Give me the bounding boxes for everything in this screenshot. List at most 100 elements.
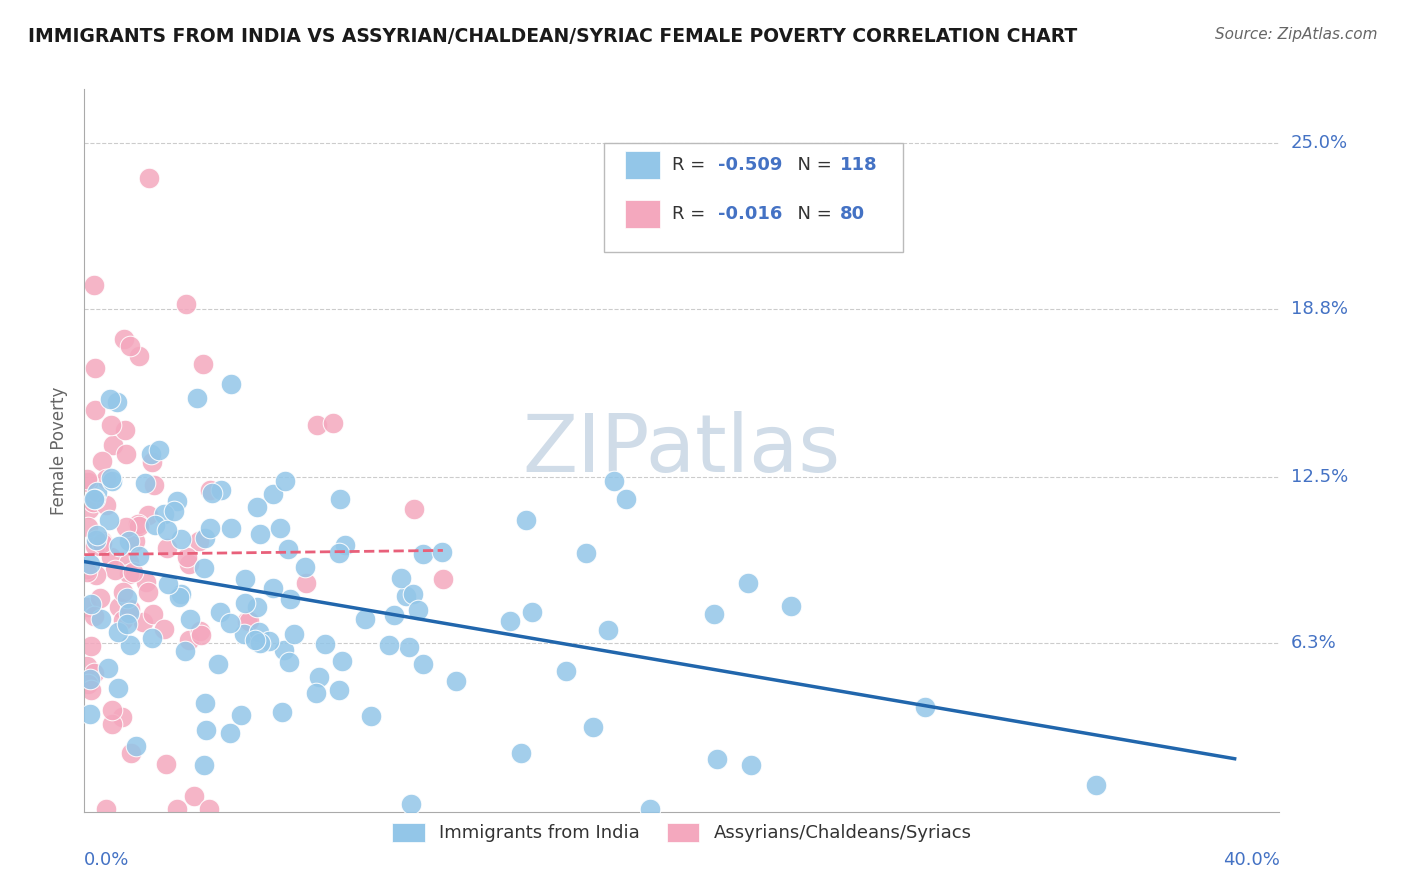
Point [1085, 779, 1108, 793]
Point [76, 659, 98, 673]
Point [218, 725, 240, 739]
Point [115, 616, 138, 631]
Point [389, 571, 412, 585]
Point [233, 572, 256, 586]
Point [115, 591, 138, 606]
Point [79, 557, 101, 571]
Point [142, 607, 165, 621]
Point [114, 423, 136, 437]
Point [177, 557, 200, 571]
Point [128, 519, 150, 533]
Point [198, 521, 221, 535]
Point [98, 392, 121, 406]
Point [232, 627, 254, 641]
Point [283, 627, 305, 641]
Point [118, 606, 141, 620]
Point [522, 605, 544, 619]
Point [143, 518, 166, 533]
Text: 12.5%: 12.5% [1291, 468, 1348, 486]
Point [187, 533, 209, 548]
Text: Source: ZipAtlas.com: Source: ZipAtlas.com [1215, 27, 1378, 42]
Point [209, 605, 232, 619]
Point [703, 607, 725, 622]
Point [77, 677, 100, 691]
Point [83, 361, 105, 376]
Point [153, 507, 176, 521]
Point [153, 622, 176, 636]
Point [614, 491, 637, 506]
Point [108, 540, 131, 554]
Point [294, 560, 316, 574]
Point [401, 797, 423, 811]
Point [112, 333, 135, 347]
Point [274, 474, 297, 488]
Point [128, 349, 150, 363]
Point [120, 601, 142, 615]
Point [262, 487, 284, 501]
Point [305, 418, 328, 433]
Point [582, 720, 605, 734]
Point [118, 339, 141, 353]
Point [322, 417, 344, 431]
Point [914, 700, 936, 714]
Point [602, 475, 624, 489]
Point [91, 533, 114, 548]
Point [515, 512, 537, 526]
Point [111, 710, 134, 724]
Point [219, 616, 242, 631]
Point [170, 587, 193, 601]
Point [219, 521, 242, 535]
Point [101, 475, 124, 489]
Point [575, 546, 598, 560]
Point [166, 493, 188, 508]
Point [83, 492, 105, 507]
Point [107, 599, 129, 614]
Point [246, 500, 269, 515]
Text: ZIPatlas: ZIPatlas [523, 411, 841, 490]
Point [155, 756, 177, 771]
Point [80, 639, 103, 653]
Point [706, 752, 728, 766]
Point [141, 631, 163, 645]
Point [118, 555, 141, 569]
Text: -0.509: -0.509 [718, 156, 782, 174]
Point [139, 447, 162, 461]
FancyBboxPatch shape [605, 144, 903, 252]
Point [231, 707, 253, 722]
Legend: Immigrants from India, Assyrians/Chaldeans/Syriacs: Immigrants from India, Assyrians/Chaldea… [385, 816, 979, 850]
Point [277, 542, 299, 557]
Point [124, 534, 146, 549]
Point [156, 577, 179, 591]
Point [163, 504, 186, 518]
Point [118, 638, 141, 652]
Text: 40.0%: 40.0% [1223, 851, 1279, 869]
Point [278, 655, 301, 669]
Text: 118: 118 [839, 156, 877, 174]
Point [101, 716, 124, 731]
Point [278, 592, 301, 607]
Point [201, 486, 224, 500]
Point [259, 634, 281, 648]
Point [101, 703, 124, 717]
Point [114, 520, 136, 534]
Point [112, 613, 135, 627]
Point [360, 709, 382, 723]
Point [314, 636, 336, 650]
Point [141, 455, 163, 469]
Point [191, 357, 214, 371]
Point [406, 603, 429, 617]
Point [76, 519, 98, 533]
Point [176, 550, 198, 565]
Point [76, 473, 98, 487]
Point [83, 539, 105, 553]
Point [354, 612, 377, 626]
Point [412, 657, 434, 672]
Text: 6.3%: 6.3% [1291, 634, 1336, 652]
Point [402, 586, 425, 600]
Point [96, 802, 118, 816]
Point [246, 600, 269, 615]
Point [190, 628, 212, 642]
Point [444, 674, 467, 689]
Point [104, 563, 127, 577]
Point [193, 561, 215, 575]
